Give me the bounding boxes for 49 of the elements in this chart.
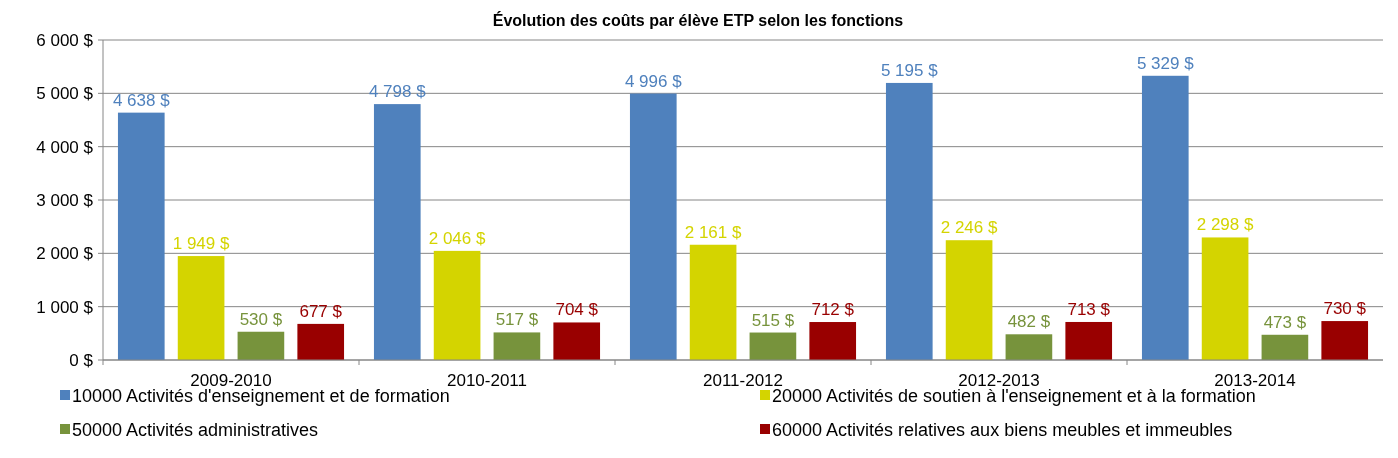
bar (945, 240, 993, 360)
data-label: 2 161 $ (684, 222, 742, 242)
data-label: 677 $ (299, 301, 343, 321)
bar (809, 322, 857, 360)
data-label: 482 $ (1007, 312, 1051, 332)
y-tick-label: 5 000 $ (36, 84, 94, 104)
data-label: 5 195 $ (880, 60, 939, 80)
data-label: 712 $ (811, 300, 855, 320)
legend-label: 60000 Activités relatives aux biens meubles et immeubles (772, 420, 1233, 441)
data-label: 2 246 $ (940, 218, 998, 238)
bar (1141, 75, 1189, 360)
bar (117, 112, 165, 360)
chart-title: Évolution des coûts par élève ETP selon les fonctions (492, 11, 904, 29)
data-label: 517 $ (495, 310, 539, 330)
data-label: 4 638 $ (112, 90, 171, 110)
data-label: 4 996 $ (624, 71, 683, 91)
y-tick-label: 3 000 $ (36, 190, 94, 210)
data-label: 730 $ (1323, 299, 1367, 319)
bar (885, 82, 933, 360)
bar (629, 93, 677, 360)
bar (1321, 321, 1369, 360)
y-tick-label: 2 000 $ (36, 244, 94, 264)
data-label: 530 $ (239, 309, 283, 329)
bar (373, 104, 421, 360)
data-label: 473 $ (1263, 312, 1307, 332)
data-label: 713 $ (1067, 299, 1111, 319)
data-label: 515 $ (751, 310, 795, 330)
y-tick-label: 0 $ (69, 350, 94, 370)
bar (177, 256, 225, 360)
bar (1261, 334, 1309, 360)
bar (553, 322, 601, 360)
bar (1005, 334, 1053, 360)
data-label: 2 046 $ (428, 228, 486, 248)
bar (297, 323, 345, 360)
y-tick-label: 4 000 $ (36, 137, 94, 157)
bar (433, 250, 481, 360)
y-tick-label: 6 000 $ (36, 30, 94, 50)
legend-label: 50000 Activités administratives (72, 420, 319, 441)
data-label: 5 329 $ (1136, 53, 1195, 73)
data-label: 1 949 $ (172, 234, 230, 254)
bar (1201, 237, 1249, 360)
bar (237, 331, 285, 360)
data-label: 2 298 $ (1196, 215, 1254, 235)
bar (689, 244, 737, 360)
bar (493, 332, 541, 360)
y-tick-label: 1 000 $ (36, 297, 94, 317)
data-label: 704 $ (555, 300, 599, 320)
bar (1065, 321, 1113, 360)
bar (749, 332, 797, 360)
